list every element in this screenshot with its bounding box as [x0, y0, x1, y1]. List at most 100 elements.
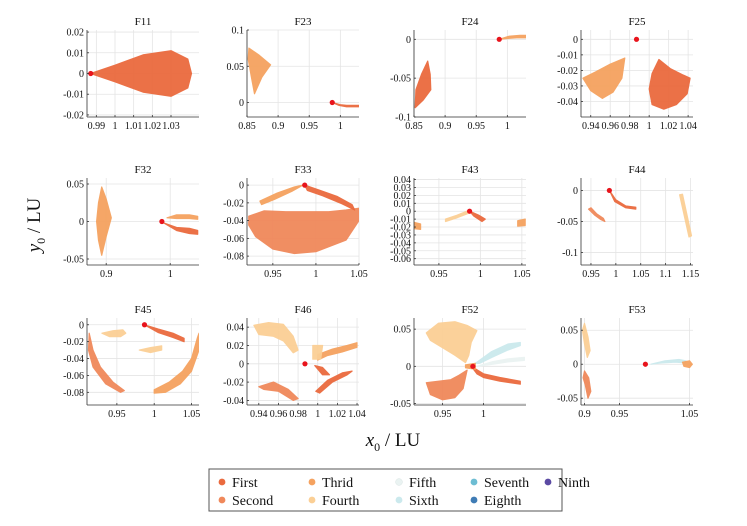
y-tick-label: -0.02 — [223, 378, 244, 389]
x-axis-label-subscript: 0 — [374, 440, 380, 454]
subplot-grid: 0.99 1 1.01 1.02 1.03-0.02-0.0100.010.02F110… — [63, 16, 699, 420]
y-axis-label-symbol: y — [24, 243, 45, 254]
x-tick-label: 0.98 — [621, 121, 639, 132]
legend-entry-sixth: Sixth — [395, 494, 439, 509]
y-tick-label: 0.02 — [227, 341, 245, 352]
y-tick-label: -0.01 — [63, 90, 84, 101]
x-tick-label: 1.02 — [144, 121, 162, 132]
data-layer — [587, 189, 693, 238]
y-tick-label: 0.04 — [227, 323, 245, 334]
subplot-title: F52 — [461, 304, 478, 316]
x-tick-label: 0.9 — [272, 121, 285, 132]
x-tick-label: 0.95 — [582, 269, 600, 280]
trajectory-first — [315, 370, 353, 394]
y-axis-label: y0 / LU — [24, 197, 48, 254]
trajectory-fifth — [476, 356, 526, 367]
y-tick-label: -0.08 — [223, 252, 244, 263]
x-tick-label: 0.96 — [601, 121, 619, 132]
legend-entry-seventh: Seventh — [470, 476, 529, 491]
data-layer — [414, 209, 526, 230]
x-tick-label: 0.95 — [434, 409, 452, 420]
x-tick-label: 1 — [113, 121, 118, 132]
x-tick-label: 0.94 — [582, 121, 600, 132]
y-tick-label: -0.03 — [390, 230, 411, 241]
y-tick-label: 0.02 — [394, 191, 412, 202]
y-tick-label: 0 — [406, 362, 411, 373]
x-tick-label: 1.04 — [348, 409, 366, 420]
subplot-f52: 0.95 1 -0.05 0 0.05 F52 — [390, 304, 526, 420]
trajectory-fourth — [138, 345, 163, 354]
subplot-title: F43 — [461, 164, 479, 176]
y-tick-label: 0.05 — [394, 325, 412, 336]
subplot-f33: 0.95 1 1.05 -0.08 -0.06 -0.04 -0.02 0 F33 — [223, 164, 368, 280]
x-tick-label: 0.9 — [578, 409, 591, 420]
x-tick-label: 1.02 — [660, 121, 678, 132]
legend-marker — [544, 478, 552, 486]
y-tick-label: -0.06 — [390, 254, 411, 265]
trajectory-first — [648, 58, 691, 110]
trajectory-thrid — [95, 186, 112, 256]
y-tick-label: 0.01 — [67, 48, 85, 59]
equilibrium-point — [329, 99, 335, 106]
x-tick-label: 1.05 — [681, 409, 699, 420]
legend-label: Eighth — [484, 494, 521, 509]
subplot-title: F23 — [294, 16, 312, 28]
legend-entry-second: Second — [218, 494, 273, 509]
x-tick-label: 0.98 — [289, 409, 307, 420]
subplot-f11: 0.99 1 1.01 1.02 1.03 -0.02 -0.01 0 0.01 0.02 F11 — [63, 16, 199, 132]
equilibrium-point — [302, 361, 308, 367]
x-tick-label: 1.04 — [679, 121, 697, 132]
trajectory-fourth — [312, 344, 324, 360]
equilibrium-point — [302, 182, 308, 188]
trajectory-fourth — [678, 193, 693, 238]
y-tick-label: 0 — [573, 35, 578, 46]
y-axis-label-unit: / LU — [24, 197, 45, 237]
data-layer — [90, 50, 193, 97]
data-layer — [581, 322, 693, 399]
y-tick-label: -0.1 — [395, 113, 411, 124]
x-tick-label: 1 — [505, 121, 510, 132]
legend-marker — [308, 478, 316, 486]
equilibrium-point — [88, 70, 94, 77]
trajectory-first — [414, 60, 432, 109]
subplot-f23: 0.85 0.9 0.95 1 0 0.05 0.1 F23 — [227, 16, 359, 132]
y-tick-label: 0.05 — [227, 62, 245, 73]
y-tick-label: 0 — [239, 98, 244, 109]
trajectory-first — [163, 222, 199, 235]
x-tick-label: 1 — [481, 409, 486, 420]
y-tick-label: -0.04 — [557, 97, 578, 108]
trajectory-fourth — [425, 321, 478, 364]
equilibrium-point — [141, 322, 148, 328]
y-tick-label: 0.05 — [561, 326, 579, 337]
x-tick-label: 1 — [613, 269, 618, 280]
x-tick-label: 1.03 — [162, 121, 180, 132]
subplot-f45: 0.95 1 1.05 -0.08 -0.06 -0.04 -0.02 0 F45 — [63, 304, 200, 420]
x-tick-label: 0.99 — [88, 121, 106, 132]
data-layer — [95, 186, 199, 256]
trajectory-first — [469, 210, 486, 223]
legend-marker — [395, 496, 403, 504]
trajectory-first — [331, 101, 359, 108]
trajectory-thrid — [582, 57, 626, 100]
trajectory-fourth — [444, 209, 470, 223]
y-tick-label: -0.05 — [557, 394, 578, 405]
trajectory-thrid — [259, 184, 304, 206]
x-tick-label: 0.9 — [100, 269, 113, 280]
legend-label: Ninth — [558, 476, 590, 491]
x-tick-label: 0.95 — [300, 121, 318, 132]
y-tick-label: 0.01 — [394, 199, 412, 210]
plot-area — [414, 178, 526, 265]
legend-entry-eighth: Eighth — [470, 494, 521, 509]
trajectory-first — [90, 50, 193, 97]
x-tick-label: 0.95 — [430, 269, 448, 280]
equilibrium-point — [466, 208, 473, 214]
y-tick-label: 0 — [406, 35, 411, 46]
y-tick-label: 0 — [239, 181, 244, 192]
trajectory-first — [304, 184, 356, 211]
trajectory-second — [258, 381, 299, 401]
y-tick-label: -0.06 — [63, 371, 84, 382]
y-tick-label: -0.02 — [223, 198, 244, 209]
legend-label: Sixth — [409, 494, 439, 509]
y-tick-label: -0.05 — [390, 399, 411, 410]
